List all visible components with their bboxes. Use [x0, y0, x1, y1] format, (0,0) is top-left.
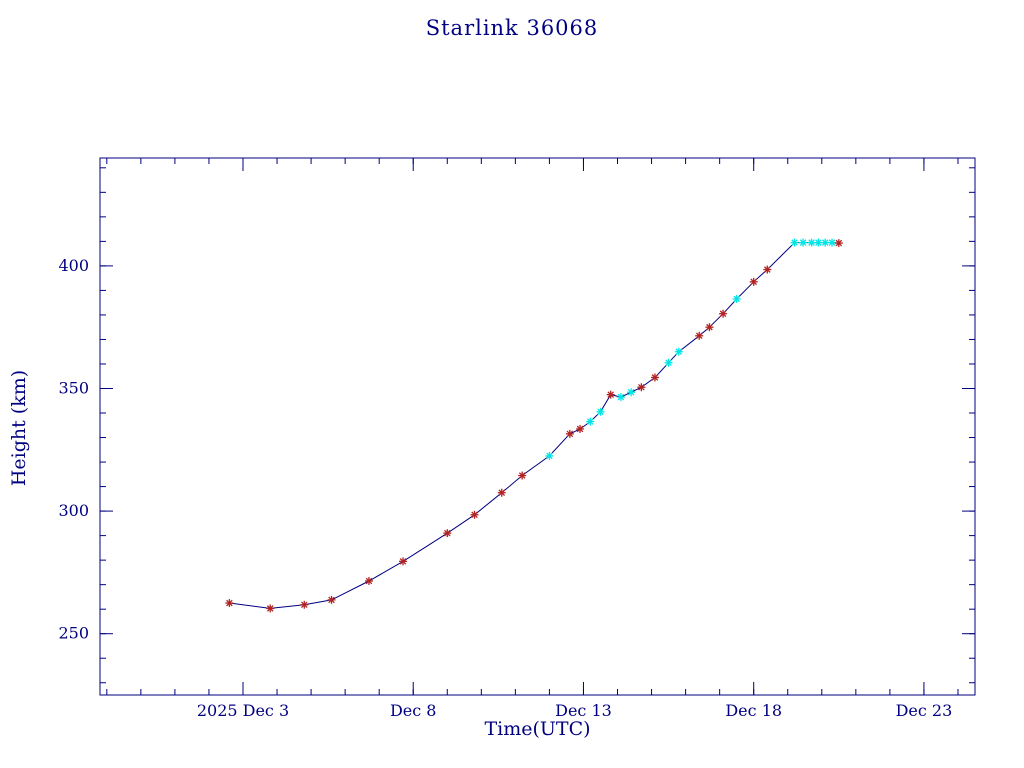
marker-cyan-asterisk — [545, 451, 554, 460]
y-tick-label: 300 — [58, 501, 89, 520]
marker-red-asterisk — [497, 488, 506, 497]
y-tick-label: 250 — [58, 624, 89, 643]
axis-ticks — [100, 158, 975, 695]
marker-cyan-asterisk — [814, 238, 823, 247]
marker-cyan-asterisk — [828, 238, 837, 247]
marker-red-asterisk — [606, 390, 615, 399]
y-tick-label: 350 — [58, 378, 89, 397]
chart-title: Starlink 36068 — [425, 16, 599, 40]
marker-cyan-asterisk — [586, 417, 595, 426]
x-tick-label: Dec 18 — [725, 701, 782, 720]
marker-red-asterisk — [399, 557, 408, 566]
marker-red-asterisk — [749, 277, 758, 286]
marker-red-asterisk — [518, 471, 527, 480]
data-markers — [225, 238, 843, 613]
marker-red-asterisk — [327, 595, 336, 604]
tick-labels: 2025 Dec 3 Dec 8 Dec 13 Dec 18 Dec 23 250 300 3… — [58, 256, 952, 720]
marker-red-asterisk — [470, 510, 479, 519]
marker-red-asterisk — [763, 265, 772, 274]
x-tick-label: Dec 23 — [896, 701, 953, 720]
marker-red-asterisk — [576, 424, 585, 433]
x-tick-label: Dec 13 — [555, 701, 612, 720]
plot-frame — [99, 157, 976, 696]
marker-cyan-asterisk — [807, 238, 816, 247]
marker-red-asterisk — [637, 383, 646, 392]
marker-cyan-asterisk — [616, 393, 625, 402]
marker-red-asterisk — [834, 239, 843, 248]
marker-cyan-asterisk — [790, 238, 799, 247]
marker-red-asterisk — [695, 331, 704, 340]
marker-red-asterisk — [705, 323, 714, 332]
marker-cyan-asterisk — [664, 358, 673, 367]
x-tick-label: 2025 Dec 3 — [197, 701, 289, 720]
marker-cyan-asterisk — [732, 294, 741, 303]
marker-red-asterisk — [443, 529, 452, 538]
y-tick-label: 400 — [58, 256, 89, 275]
marker-cyan-asterisk — [627, 388, 636, 397]
x-tick-label: Dec 8 — [390, 701, 437, 720]
marker-red-asterisk — [364, 576, 373, 585]
marker-red-asterisk — [300, 600, 309, 609]
marker-red-asterisk — [225, 599, 234, 608]
marker-cyan-asterisk — [674, 347, 683, 356]
marker-cyan-asterisk — [799, 238, 808, 247]
marker-cyan-asterisk — [596, 407, 605, 416]
marker-red-asterisk — [266, 604, 275, 613]
marker-red-asterisk — [650, 373, 659, 382]
x-axis-label: Time(UTC) — [484, 718, 591, 740]
height-line — [229, 242, 839, 609]
marker-red-asterisk — [565, 429, 574, 438]
marker-red-asterisk — [719, 309, 728, 318]
marker-cyan-asterisk — [821, 238, 830, 247]
